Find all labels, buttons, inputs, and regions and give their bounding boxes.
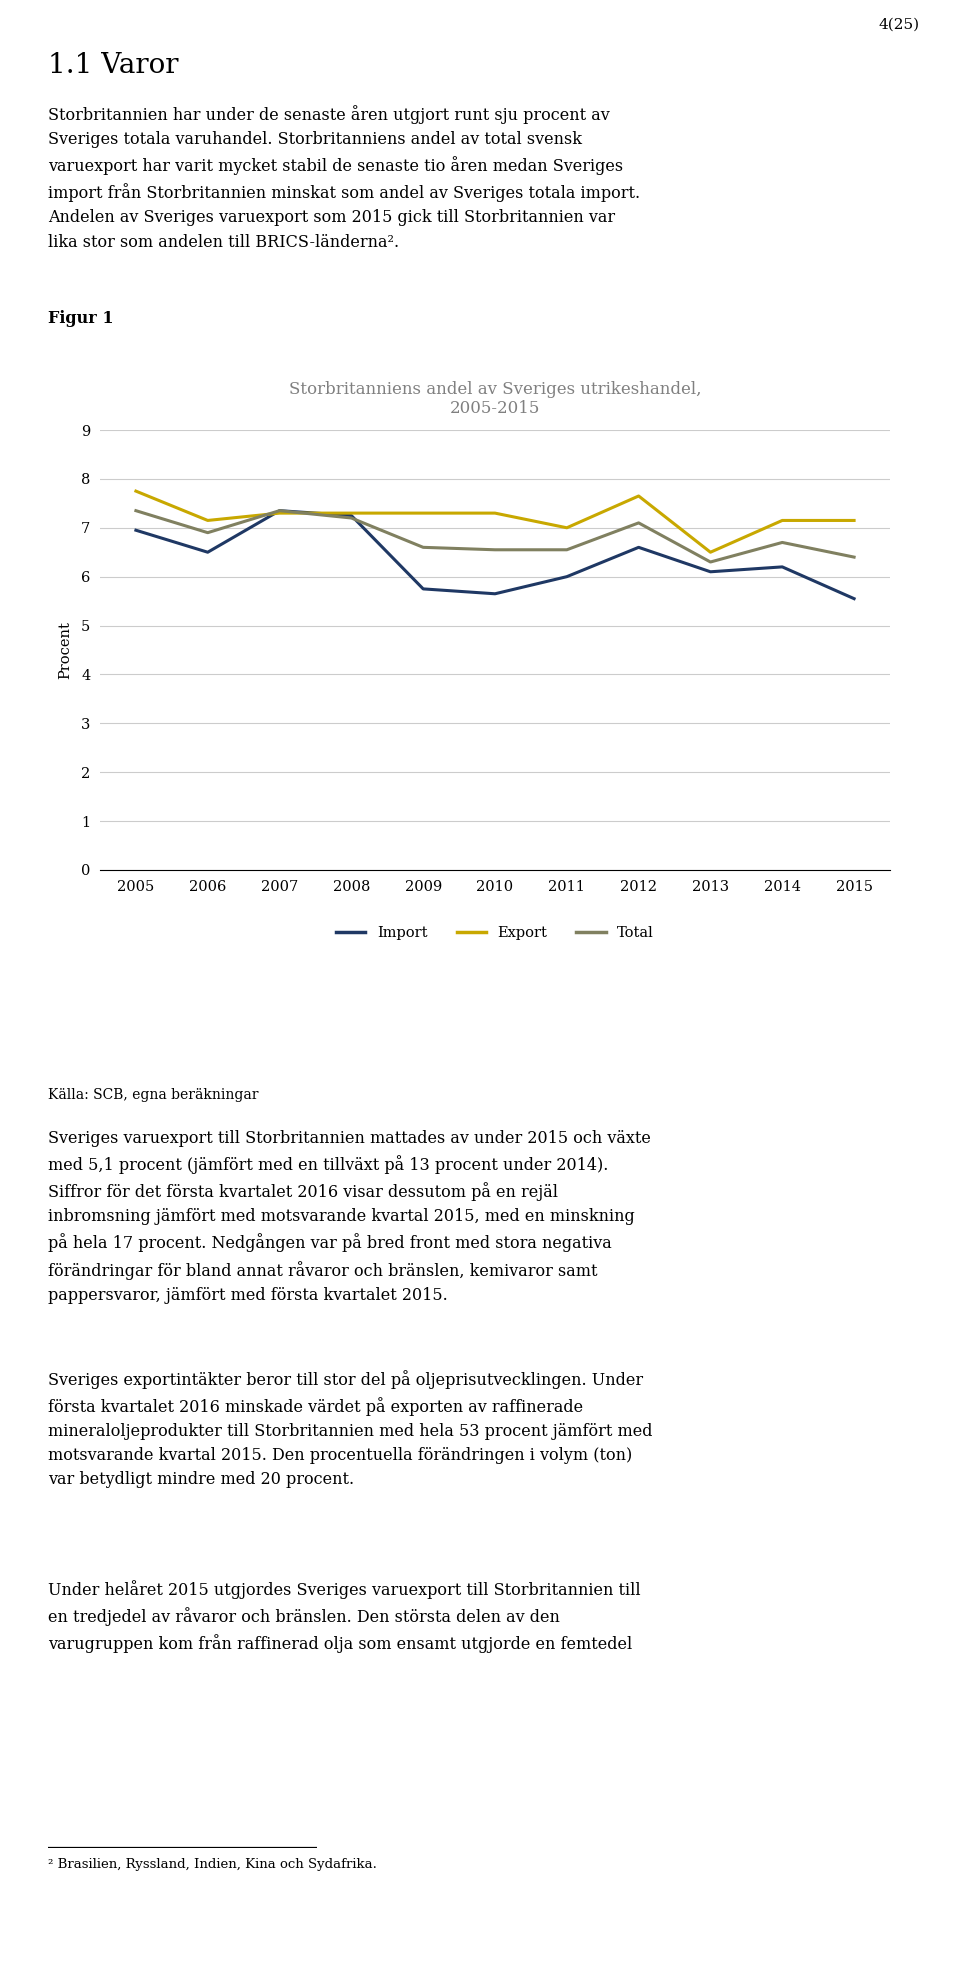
- Export: [777, 508, 788, 532]
- Export: [346, 502, 357, 526]
- Export: [633, 485, 644, 508]
- Line: Export: Export: [136, 490, 854, 551]
- Text: Storbritannien har under de senaste åren utgjort runt sju procent av
Sveriges to: Storbritannien har under de senaste åren…: [48, 106, 640, 251]
- Line: Total: Total: [136, 510, 854, 561]
- Y-axis label: Procent: Procent: [59, 622, 73, 679]
- Total: [777, 530, 788, 553]
- Import: [633, 536, 644, 559]
- Export: [490, 502, 501, 526]
- Total: [418, 536, 429, 559]
- Import: [274, 498, 285, 522]
- Total: [633, 512, 644, 536]
- Total: [346, 506, 357, 530]
- Legend: Import, Export, Total: Import, Export, Total: [330, 920, 660, 946]
- Total: [131, 498, 142, 522]
- Title: Storbritanniens andel av Sveriges utrikeshandel,
2005-2015: Storbritanniens andel av Sveriges utrike…: [289, 381, 701, 418]
- Text: Källa: SCB, egna beräkningar: Källa: SCB, egna beräkningar: [48, 1089, 258, 1103]
- Export: [202, 508, 213, 532]
- Import: [131, 518, 142, 542]
- Import: [418, 577, 429, 600]
- Total: [705, 549, 716, 573]
- Import: [202, 540, 213, 563]
- Import: [849, 587, 860, 610]
- Total: [202, 520, 213, 543]
- Export: [849, 508, 860, 532]
- Import: [705, 559, 716, 583]
- Total: [274, 498, 285, 522]
- Total: [490, 538, 501, 561]
- Text: Under helåret 2015 utgjordes Sveriges varuexport till Storbritannien till
en tre: Under helåret 2015 utgjordes Sveriges va…: [48, 1579, 640, 1654]
- Text: ² Brasilien, Ryssland, Indien, Kina och Sydafrika.: ² Brasilien, Ryssland, Indien, Kina och …: [48, 1858, 377, 1872]
- Text: 4(25): 4(25): [878, 18, 920, 31]
- Export: [418, 502, 429, 526]
- Text: Figur 1: Figur 1: [48, 310, 113, 328]
- Import: [777, 555, 788, 579]
- Import: [490, 583, 501, 606]
- Import: [561, 565, 572, 589]
- Export: [561, 516, 572, 540]
- Export: [274, 502, 285, 526]
- Text: 1.1 Varor: 1.1 Varor: [48, 53, 179, 78]
- Import: [346, 504, 357, 528]
- Text: Sveriges exportintäkter beror till stor del på oljeprisutvecklingen. Under
först: Sveriges exportintäkter beror till stor …: [48, 1369, 653, 1489]
- Line: Import: Import: [136, 510, 854, 598]
- Export: [131, 479, 142, 502]
- Text: Sveriges varuexport till Storbritannien mattades av under 2015 och växte
med 5,1: Sveriges varuexport till Storbritannien …: [48, 1130, 651, 1303]
- Export: [705, 540, 716, 563]
- Total: [849, 545, 860, 569]
- Total: [561, 538, 572, 561]
